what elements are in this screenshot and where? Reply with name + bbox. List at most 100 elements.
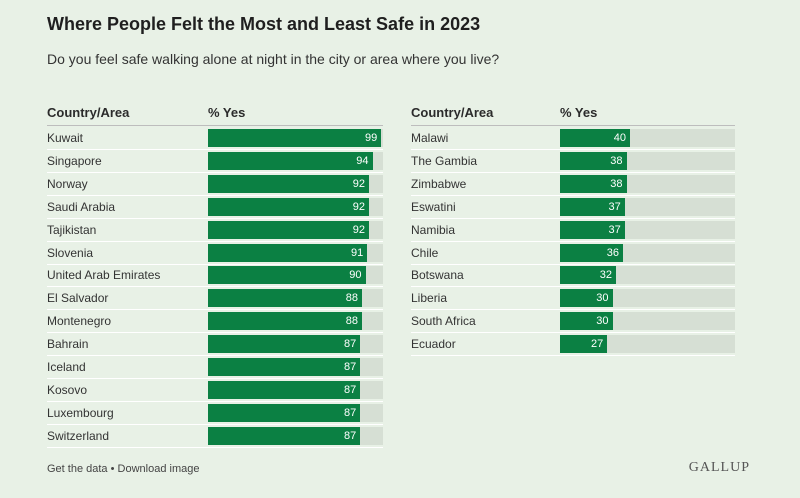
bar-value-label: 27 (591, 338, 604, 351)
bar (560, 129, 630, 147)
left-pct-header: % Yes (208, 105, 246, 120)
bar (560, 312, 613, 331)
row-divider (47, 423, 383, 425)
bar-value-label: 99 (365, 132, 378, 144)
bar-value-label: 88 (345, 315, 358, 328)
row-divider (47, 309, 383, 311)
footer-separator: • (110, 463, 115, 475)
row-divider (411, 332, 735, 334)
bar (208, 380, 361, 399)
country-label: South Africa (411, 314, 476, 329)
row-divider (47, 332, 383, 334)
bar (208, 174, 369, 193)
country-label: Slovenia (47, 245, 94, 260)
bar-value-label: 87 (344, 429, 357, 442)
country-label: United Arab Emirates (47, 268, 161, 283)
bar-value-label: 36 (606, 246, 619, 259)
bar (208, 335, 361, 354)
row-divider (47, 446, 383, 448)
bar-value-label: 30 (596, 292, 609, 305)
row-divider (411, 171, 735, 173)
bar (208, 220, 369, 239)
country-label: Malawi (411, 131, 449, 145)
bar (560, 335, 608, 354)
bar (208, 266, 366, 285)
row-divider (411, 263, 735, 265)
bar-value-label: 30 (596, 315, 609, 328)
bar (208, 358, 361, 376)
row-divider (47, 286, 383, 288)
get-data-link[interactable]: Get the data (47, 463, 108, 475)
left-header-divider (47, 125, 383, 126)
country-label: The Gambia (411, 153, 478, 168)
bar-value-label: 88 (345, 292, 358, 305)
bar-value-label: 92 (352, 177, 365, 190)
bar-value-label: 38 (610, 154, 623, 167)
bar (208, 312, 362, 331)
row-divider (411, 194, 735, 196)
row-divider (47, 194, 383, 196)
bar-value-label: 32 (599, 269, 612, 282)
bar (208, 129, 382, 147)
download-image-link[interactable]: Download image (117, 463, 200, 475)
chart-subtitle: Do you feel safe walking alone at night … (47, 51, 500, 67)
bar-value-label: 87 (344, 361, 357, 373)
right-pct-header: % Yes (560, 105, 598, 120)
country-label: Saudi Arabia (47, 199, 116, 214)
country-label: Eswatini (411, 199, 456, 214)
bar (560, 243, 623, 262)
bar-value-label: 37 (608, 200, 621, 213)
footer-links: Get the data • Download image (47, 463, 199, 475)
bar-value-label: 37 (608, 223, 621, 236)
country-label: Kuwait (47, 131, 84, 145)
bar (560, 197, 625, 216)
bar (208, 426, 361, 445)
row-divider (411, 309, 735, 311)
bar-value-label: 90 (349, 269, 362, 282)
row-divider (47, 355, 383, 357)
country-label: Bahrain (47, 337, 89, 352)
bar (560, 174, 627, 193)
bar-value-label: 40 (613, 132, 626, 144)
country-label: Ecuador (411, 337, 456, 352)
row-divider (47, 240, 383, 242)
country-label: Iceland (47, 360, 86, 374)
bar-value-label: 91 (351, 246, 364, 259)
bar-value-label: 92 (352, 200, 365, 213)
bar-value-label: 92 (352, 223, 365, 236)
right-country-header: Country/Area (411, 105, 494, 120)
row-divider (411, 217, 735, 219)
row-divider (47, 378, 383, 379)
gallup-logo: GALLUP (688, 460, 750, 475)
row-divider (411, 149, 735, 150)
bar-value-label: 87 (344, 338, 357, 351)
country-label: Kosovo (47, 382, 88, 397)
row-divider (47, 400, 383, 402)
country-label: Luxembourg (47, 405, 114, 420)
country-label: Singapore (47, 153, 102, 168)
row-divider (411, 286, 735, 288)
bar-value-label: 87 (344, 383, 357, 396)
row-divider (47, 217, 383, 219)
country-label: Liberia (411, 291, 448, 306)
country-label: El Salvador (47, 291, 109, 306)
country-label: Namibia (411, 222, 456, 237)
bar (208, 243, 368, 262)
bar (208, 289, 362, 308)
country-label: Montenegro (47, 314, 112, 329)
bar (560, 151, 627, 170)
row-divider (47, 149, 383, 150)
bar-value-label: 94 (356, 154, 369, 167)
bar-value-label: 38 (610, 177, 623, 190)
country-label: Chile (411, 245, 439, 260)
bar (560, 266, 616, 285)
country-label: Switzerland (47, 428, 110, 443)
country-label: Tajikistan (47, 222, 97, 237)
bar (208, 403, 361, 422)
row-divider (411, 240, 735, 242)
row-divider (47, 263, 383, 265)
chart-title: Where People Felt the Most and Least Saf… (47, 14, 481, 34)
country-label: Norway (47, 176, 88, 191)
right-header-divider (411, 125, 735, 126)
country-label: Zimbabwe (411, 176, 467, 191)
